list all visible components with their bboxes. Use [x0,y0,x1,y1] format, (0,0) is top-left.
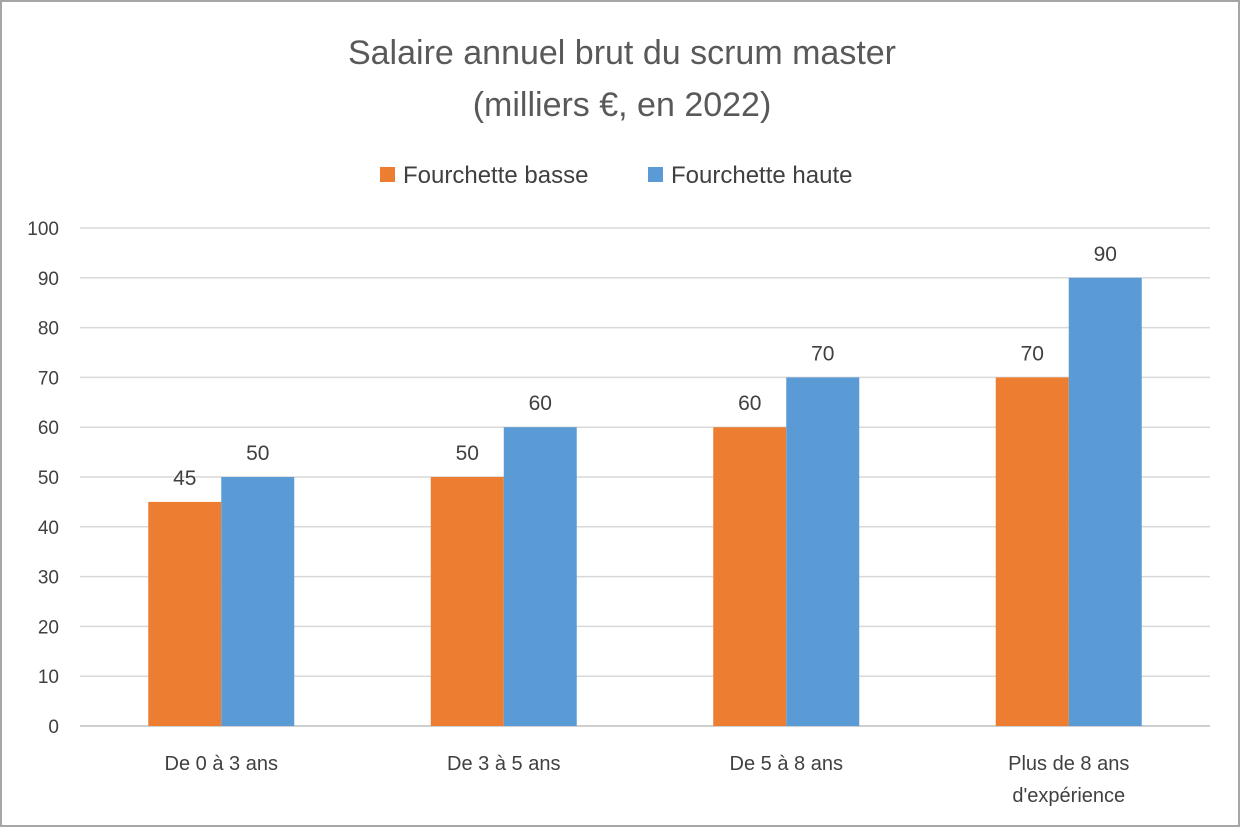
x-category-label: Plus de 8 ans [1008,753,1129,775]
data-label: 50 [456,442,479,465]
y-tick-label: 100 [27,219,59,240]
y-tick-label: 10 [38,667,59,688]
chart-title-line-2: (milliers €, en 2022) [473,86,772,124]
y-axis-ticks: 0 10 20 30 40 50 60 70 80 90 100 [27,219,59,738]
data-label: 50 [246,442,269,465]
bar-high-3 [786,377,860,726]
bar-low-1 [148,501,222,726]
y-tick-label: 40 [38,518,59,539]
x-category-label: d'expérience [1012,785,1125,807]
data-label: 70 [1021,342,1044,365]
data-label: 60 [738,392,761,415]
x-category-label: De 3 à 5 ans [447,753,560,775]
y-tick-label: 60 [38,418,59,439]
x-axis-categories: De 0 à 3 ans De 3 à 5 ans De 5 à 8 ans Plus… [165,753,1130,807]
data-label: 45 [173,467,196,490]
chart-legend: Fourchette basse Fourchette haute [380,162,852,189]
y-tick-label: 80 [38,319,59,340]
data-label: 70 [811,342,834,365]
bar-low-4 [995,377,1069,726]
y-tick-label: 70 [38,368,59,389]
data-label: 90 [1094,243,1117,266]
x-category-label: De 0 à 3 ans [165,753,278,775]
legend-label-1: Fourchette basse [403,162,588,189]
legend-label-2: Fourchette haute [671,162,852,189]
y-tick-label: 30 [38,568,59,589]
bar-low-2 [430,477,504,726]
legend-swatch-2 [648,167,663,182]
bar-low-3 [713,427,787,726]
data-label: 60 [529,392,552,415]
y-tick-label: 20 [38,617,59,638]
data-labels: 45 50 50 60 60 70 70 90 [173,243,1117,490]
bar-high-2 [503,427,577,726]
y-tick-label: 50 [38,468,59,489]
bars [148,277,1142,726]
chart-title-line-1: Salaire annuel brut du scrum master [348,34,896,72]
y-tick-label: 90 [38,269,59,290]
legend-swatch-1 [380,167,395,182]
y-tick-label: 0 [48,717,59,738]
x-category-label: De 5 à 8 ans [730,753,843,775]
bar-high-4 [1068,277,1142,726]
bar-high-1 [221,477,295,726]
chart-title: Salaire annuel brut du scrum master (mill… [348,34,896,124]
